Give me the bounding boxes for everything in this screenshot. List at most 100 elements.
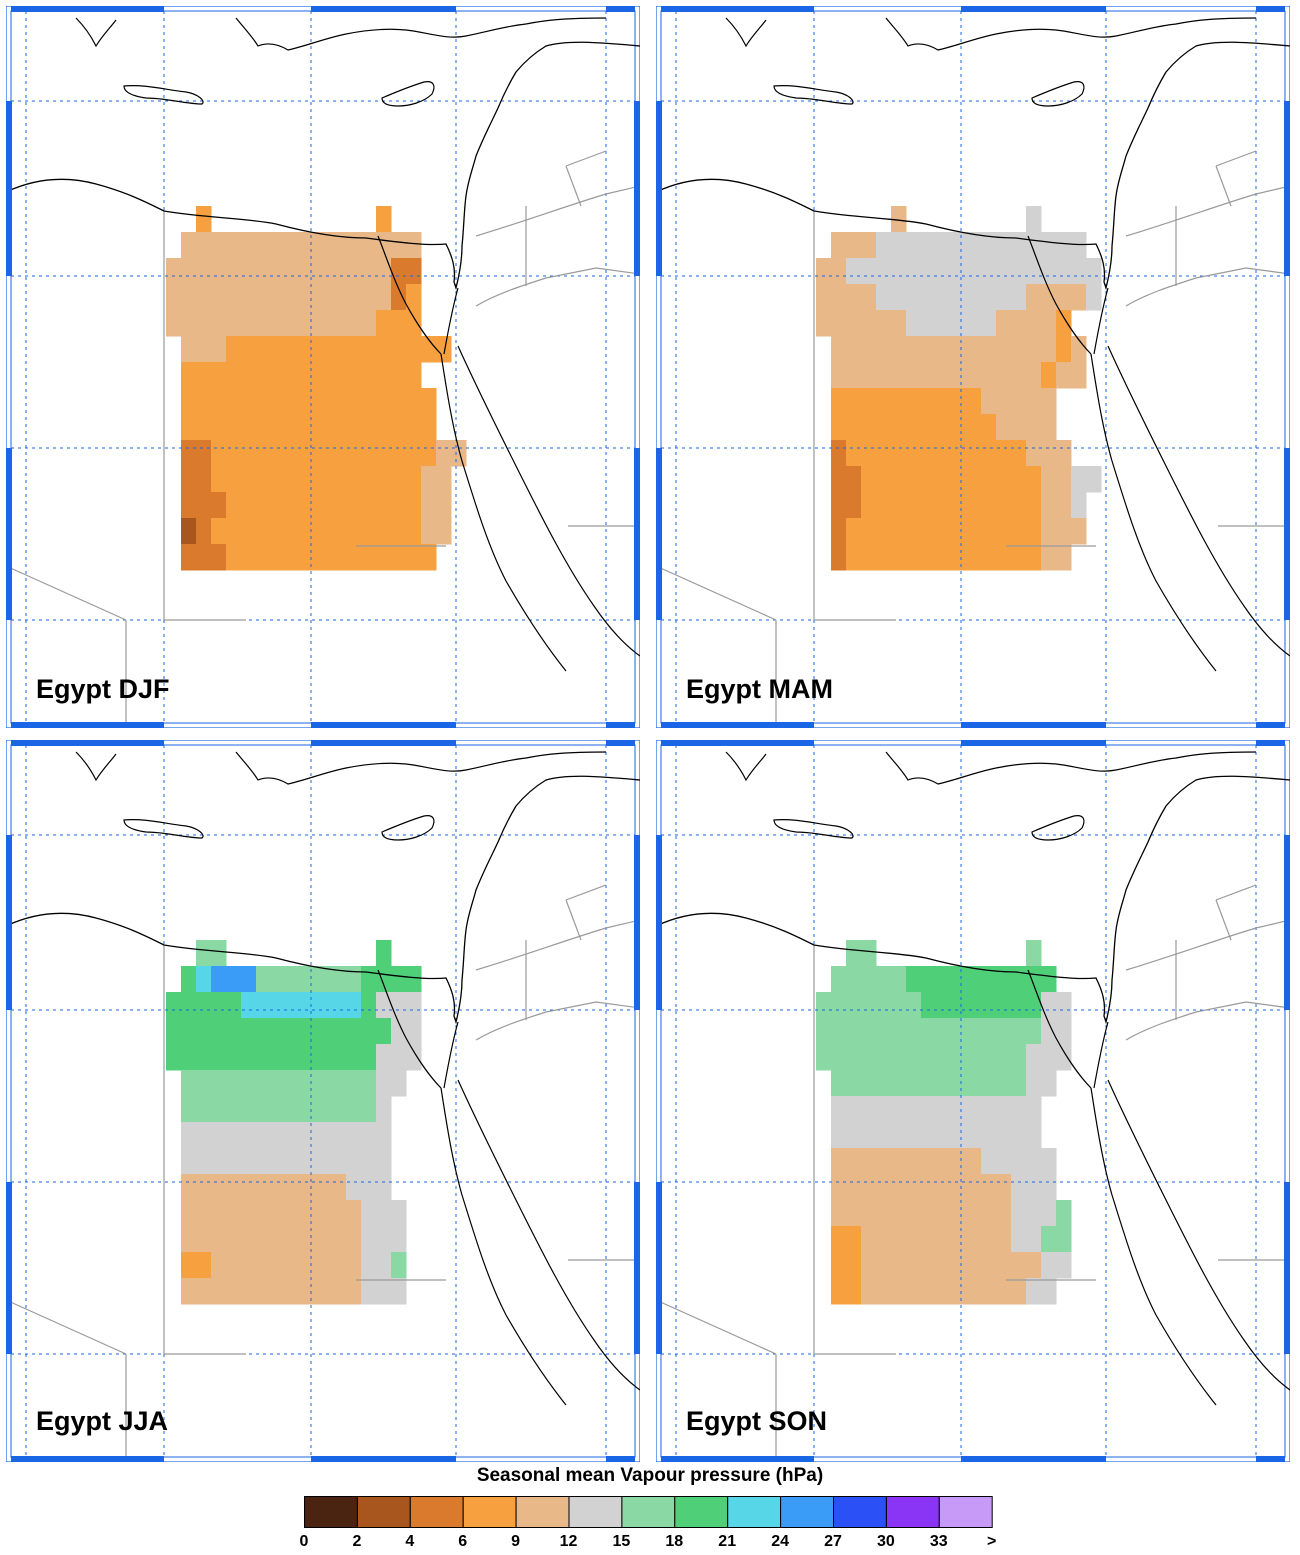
field-cell [316, 440, 332, 467]
field-cell [891, 1226, 907, 1253]
field-cell [256, 362, 272, 389]
field-cell [891, 492, 907, 519]
field-cell [1026, 940, 1042, 967]
field-cell [951, 466, 967, 493]
field-cell [891, 414, 907, 441]
field-cell [1041, 1200, 1057, 1227]
field-cell [166, 258, 182, 285]
field-cell [406, 310, 422, 337]
field-cell [226, 992, 242, 1019]
colorbar-tick-label: 4 [405, 1533, 415, 1550]
field-cell [966, 284, 982, 311]
field-cell [316, 258, 332, 285]
field-cell [906, 1148, 922, 1175]
field-cell [906, 1278, 922, 1305]
field-cell [996, 966, 1012, 993]
field-cell [301, 310, 317, 337]
graticule [11, 11, 635, 723]
field-cell [831, 1252, 847, 1279]
field-cell [241, 1148, 257, 1175]
field-cell [421, 336, 437, 363]
field-cell [376, 492, 392, 519]
field-cell [1056, 440, 1072, 467]
field-cell [211, 466, 227, 493]
field-cell [241, 258, 257, 285]
field-cell [286, 414, 302, 441]
field-cell [211, 1122, 227, 1149]
field-cell [376, 1278, 392, 1305]
field-cell [331, 362, 347, 389]
field-cell [301, 492, 317, 519]
red-sea-west-coast [440, 1087, 567, 1406]
field-cell [181, 1148, 197, 1175]
field-cell [211, 544, 227, 571]
field-cell [301, 1226, 317, 1253]
field-cell [316, 414, 332, 441]
field-cell [816, 1044, 832, 1071]
field-cell [1011, 258, 1027, 285]
field-cell [846, 1252, 862, 1279]
field-cell [1056, 232, 1072, 259]
field-cell [376, 1018, 392, 1045]
field-cell [981, 1018, 997, 1045]
field-cell [1011, 466, 1027, 493]
frame-tick-top [311, 740, 456, 746]
field-cell [361, 440, 377, 467]
field-cell [921, 1278, 937, 1305]
field-cell [226, 336, 242, 363]
frame-tick-bottom [1256, 722, 1285, 728]
field-cell [256, 440, 272, 467]
field-cell [226, 492, 242, 519]
field-cell [996, 992, 1012, 1019]
colorbar-swatch [304, 1496, 358, 1528]
north-coastline [75, 17, 607, 51]
field-cell [921, 1018, 937, 1045]
field-cell [256, 1252, 272, 1279]
field-cell [936, 414, 952, 441]
field-cell [981, 362, 997, 389]
field-cell [891, 1122, 907, 1149]
field-cell [181, 336, 197, 363]
field-cell [211, 388, 227, 415]
field-cell [376, 1200, 392, 1227]
field-cell [181, 1200, 197, 1227]
field-cell [1056, 544, 1072, 571]
frame-tick-bottom [1256, 1456, 1285, 1462]
field-cell [271, 466, 287, 493]
field-cell [361, 388, 377, 415]
field-cell [346, 1174, 362, 1201]
field-cell [831, 388, 847, 415]
graticule [661, 11, 1285, 723]
frame-tick-right [634, 835, 640, 1010]
field-cell [196, 1252, 212, 1279]
field-cell [996, 1018, 1012, 1045]
field-cell [271, 544, 287, 571]
frame-tick-bottom [606, 1456, 635, 1462]
field-cell [301, 258, 317, 285]
field-cell [331, 284, 347, 311]
field-cell [1041, 388, 1057, 415]
field-cell [331, 518, 347, 545]
field-cell [346, 1018, 362, 1045]
field-cell [271, 1070, 287, 1097]
field-cell [1041, 518, 1057, 545]
field-cell [256, 284, 272, 311]
field-cell [181, 258, 197, 285]
field-cell [936, 1252, 952, 1279]
field-cell [241, 1096, 257, 1123]
field-cell [181, 284, 197, 311]
field-cell [196, 388, 212, 415]
field-cell [211, 1096, 227, 1123]
field-cell [861, 414, 877, 441]
field-cell [996, 336, 1012, 363]
field-cell [316, 992, 332, 1019]
field-cell [996, 284, 1012, 311]
cyprus-island [1031, 815, 1085, 841]
map-panel-mam: Egypt MAM [656, 6, 1290, 728]
colorbar-tick-label: 0 [299, 1533, 309, 1550]
field-cell [936, 992, 952, 1019]
field-cell [256, 1278, 272, 1305]
field-cell [181, 544, 197, 571]
field-cell [166, 992, 182, 1019]
field-cell [211, 1200, 227, 1227]
